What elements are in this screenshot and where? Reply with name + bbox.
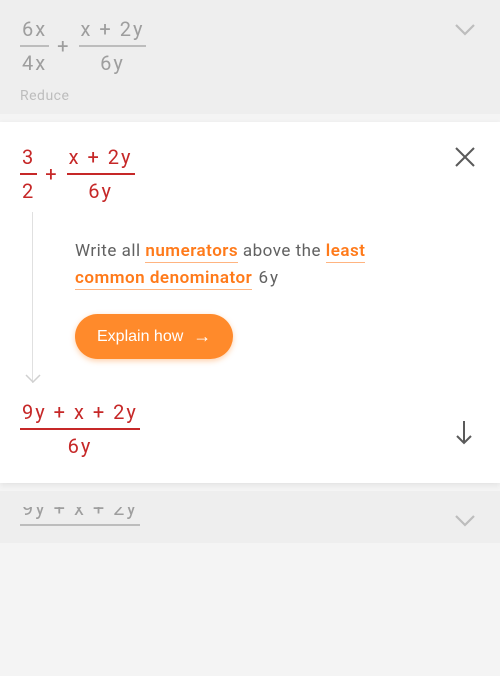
- fraction: 6x 4x: [20, 16, 49, 76]
- denominator: 6y: [66, 430, 95, 459]
- expand-icon[interactable]: [454, 22, 476, 41]
- input-expression: 3 2 + x + 2y 6y: [20, 144, 480, 204]
- numerator: x + 2y: [67, 144, 135, 173]
- explanation: Write all numerators above the least com…: [75, 238, 405, 359]
- text-part: 6y: [252, 268, 280, 288]
- fraction: x + 2y 6y: [67, 144, 135, 204]
- explanation-text: Write all numerators above the least com…: [75, 238, 405, 292]
- denominator: 2: [20, 175, 37, 204]
- next-step-panel: 9y + x + 2y: [0, 491, 500, 543]
- plus-sign: +: [45, 162, 58, 186]
- arrow-right-icon: →: [193, 326, 211, 347]
- plus-sign: +: [57, 34, 70, 58]
- denominator: 6y: [86, 175, 115, 204]
- close-icon[interactable]: [454, 146, 476, 172]
- explain-how-button[interactable]: Explain how →: [75, 314, 233, 359]
- fraction: 9y + x + 2y: [20, 507, 140, 543]
- prev-expression: 6x 4x + x + 2y 6y: [20, 16, 480, 76]
- text-part: Write all: [75, 241, 145, 261]
- denominator: 4x: [20, 47, 49, 76]
- numerator: 9y + x + 2y: [20, 507, 140, 524]
- numerator: 9y + x + 2y: [20, 399, 140, 428]
- button-label: Explain how: [97, 328, 183, 346]
- next-expression: 9y + x + 2y: [20, 507, 480, 543]
- result-expression: 9y + x + 2y 6y: [20, 399, 480, 459]
- previous-step-panel: 6x 4x + x + 2y 6y Reduce: [0, 0, 500, 114]
- numerator: 6x: [20, 16, 49, 45]
- step-label: Reduce: [20, 88, 480, 104]
- fraction: x + 2y 6y: [79, 16, 147, 76]
- expand-icon[interactable]: [454, 513, 476, 532]
- highlight-numerators[interactable]: numerators: [145, 241, 238, 263]
- fraction: 3 2: [20, 144, 37, 204]
- numerator: 3: [20, 144, 37, 173]
- next-step-icon[interactable]: [454, 419, 474, 451]
- numerator: x + 2y: [79, 16, 147, 45]
- denominator: 6y: [98, 47, 127, 76]
- fraction: 9y + x + 2y 6y: [20, 399, 140, 459]
- denominator: [74, 526, 85, 543]
- text-part: above the: [238, 241, 326, 261]
- flow-arrow-icon: [24, 370, 42, 389]
- current-step-panel: 3 2 + x + 2y 6y Write all numerators abo…: [0, 122, 500, 483]
- flow-line: [32, 212, 33, 383]
